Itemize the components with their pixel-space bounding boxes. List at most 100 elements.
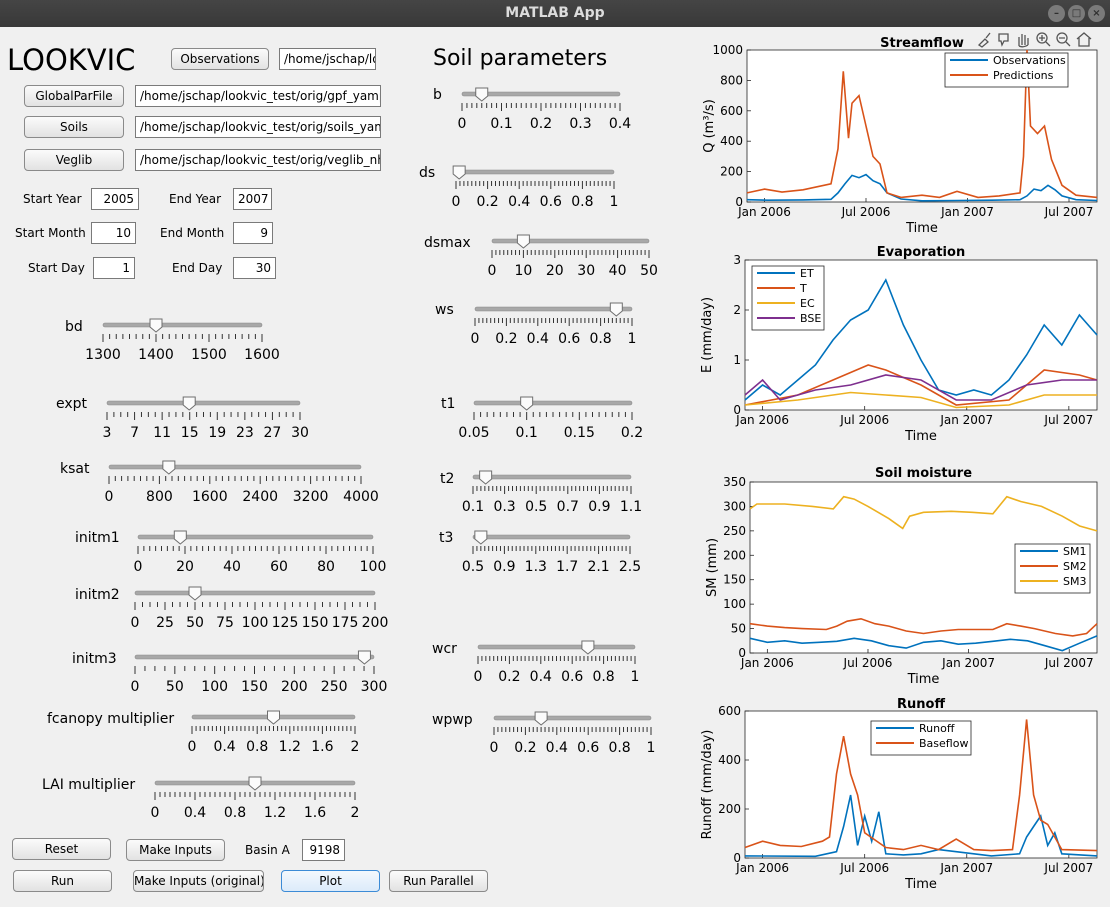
- t2-slider[interactable]: t2 0.1 0.3 0.5 0.7 0.9 1.1: [440, 470, 642, 515]
- start-day-field[interactable]: 1: [93, 257, 135, 279]
- run-parallel-button[interactable]: Run Parallel: [389, 870, 488, 892]
- t2-thumb[interactable]: [479, 470, 493, 485]
- series-line-sm2[interactable]: [749, 617, 1098, 637]
- veglib-button[interactable]: Veglib: [24, 149, 124, 171]
- chart-legend[interactable]: Runoff Baseflow: [870, 720, 972, 756]
- series-line-sm1[interactable]: [749, 635, 1098, 652]
- wpwp-track[interactable]: [493, 715, 652, 721]
- series-line-baseflow[interactable]: [744, 719, 1098, 852]
- chart-legend[interactable]: Observations Predictions: [944, 52, 1069, 88]
- ws-slider[interactable]: ws 0 0.2 0.4 0.6 0.8 1: [435, 302, 636, 347]
- start-month-field[interactable]: 10: [91, 222, 136, 244]
- b-thumb[interactable]: [475, 87, 489, 102]
- pan-icon[interactable]: [1018, 34, 1029, 48]
- b-slider[interactable]: b0 0.1 0.2 0.3 0.4: [433, 87, 631, 132]
- initm1-thumb[interactable]: [173, 530, 187, 545]
- veglib-path-field[interactable]: /home/jschap/lookvic_test/orig/veglib_nh…: [135, 149, 381, 171]
- run-button[interactable]: Run: [13, 870, 112, 892]
- bd-track[interactable]: [102, 322, 263, 328]
- lai-multiplier-tick-label: 1.2: [264, 805, 286, 821]
- series-line-et[interactable]: [744, 278, 1098, 401]
- b-track[interactable]: [461, 91, 621, 97]
- ds-track[interactable]: [455, 169, 615, 175]
- zoom-out-icon[interactable]: [1056, 32, 1071, 47]
- observations-button[interactable]: Observations: [171, 48, 269, 70]
- expt-thumb[interactable]: [182, 396, 196, 411]
- fcanopy-multiplier-slider[interactable]: fcanopy multiplier 0 0.4 0.8 1.2 1.6 2: [47, 710, 359, 755]
- soils-path-field[interactable]: /home/jschap/lookvic_test/orig/soils_yam…: [135, 116, 381, 138]
- initm3-thumb[interactable]: [357, 650, 371, 665]
- series-line-bse[interactable]: [744, 374, 1097, 401]
- t3-thumb[interactable]: [474, 530, 488, 545]
- series-line-runoff[interactable]: [744, 794, 1098, 858]
- basin-area-field[interactable]: 9198: [302, 839, 345, 861]
- series-line-t[interactable]: [744, 364, 1098, 406]
- t1-slider[interactable]: t10.05 0.1 0.15 0.2: [441, 396, 643, 441]
- series-line-sm3[interactable]: [749, 495, 1098, 532]
- ds-slider[interactable]: ds 0 0.2 0.4 0.6 0.8 1: [419, 165, 618, 210]
- wcr-slider[interactable]: wcr 0 0.2 0.4 0.6 0.8 1: [432, 640, 639, 685]
- fcanopy-multiplier-thumb[interactable]: [267, 710, 280, 725]
- runoff-chart[interactable]: Runoff 0 200 400 600 Jan 2006 Jul 2006 Jan 2007…: [700, 697, 1098, 892]
- initm3-slider[interactable]: initm3 0 50 100 150 200 250 300: [72, 650, 387, 695]
- soil-moisture-chart[interactable]: Soil moisture 0 50 100 150 200 250 300 350 Jan 20…: [705, 466, 1098, 687]
- series-line-predictions[interactable]: [746, 49, 1098, 199]
- zoom-in-icon[interactable]: [1036, 32, 1051, 47]
- maximize-icon[interactable]: □: [1068, 5, 1085, 22]
- make-inputs-original-button[interactable]: Make Inputs (original): [133, 870, 264, 892]
- dsmax-thumb[interactable]: [516, 234, 530, 249]
- ws-thumb[interactable]: [609, 302, 623, 317]
- lai-multiplier-slider[interactable]: LAI multiplier 0 0.4 0.8 1.2 1.6 2: [42, 776, 359, 821]
- wpwp-slider[interactable]: wpwp 0 0.2 0.4 0.6 0.8 1: [432, 711, 655, 756]
- dsmax-slider[interactable]: dsmax 0 10 20 30 40 50: [424, 234, 658, 279]
- initm1-track[interactable]: [137, 534, 374, 540]
- t3-track[interactable]: [472, 534, 631, 540]
- end-year-field[interactable]: 2007: [233, 188, 272, 210]
- chart-legend[interactable]: ET T EC BSE: [751, 265, 825, 331]
- initm1-slider[interactable]: initm1 0 20 40 60 80 100: [75, 530, 386, 575]
- lai-multiplier-thumb[interactable]: [248, 776, 262, 791]
- ds-thumb[interactable]: [452, 165, 466, 180]
- globalparfile-path-field[interactable]: /home/jschap/lookvic_test/orig/gpf_yampa…: [135, 85, 381, 107]
- series-line-observations[interactable]: [746, 173, 1098, 202]
- ksat-slider[interactable]: ksat 0 800 1600 2400 3200 4000: [60, 460, 379, 505]
- expt-track[interactable]: [106, 400, 301, 406]
- chart-legend[interactable]: SM1 SM2 SM3: [1014, 543, 1091, 594]
- streamflow-chart[interactable]: Streamflow 0 200 400 600 800 1000 Jan 2006 Jul 2…: [702, 36, 1098, 236]
- end-month-field[interactable]: 9: [233, 222, 273, 244]
- start-year-field[interactable]: 2005: [91, 188, 139, 210]
- datatip-icon[interactable]: [998, 33, 1009, 47]
- end-day-field[interactable]: 30: [233, 257, 276, 279]
- dsmax-track[interactable]: [491, 238, 650, 244]
- evaporation-chart[interactable]: Evaporation 0 1 2 3 Jan 2006 Jul 2006 Jan 2007 J…: [700, 245, 1098, 444]
- reset-button[interactable]: Reset: [12, 838, 111, 860]
- initm2-slider[interactable]: initm2 0 25 50 75 100 125 150 175 200: [75, 586, 388, 631]
- bd-thumb[interactable]: [149, 318, 163, 333]
- minimize-icon[interactable]: –: [1048, 5, 1065, 22]
- t3-slider[interactable]: t3 0.5 0.9 1.3 1.7 2.1 2.5: [439, 530, 641, 575]
- plot-button[interactable]: Plot: [281, 870, 380, 892]
- initm2-track[interactable]: [134, 590, 376, 596]
- ksat-thumb[interactable]: [162, 460, 176, 475]
- wcr-track[interactable]: [477, 644, 636, 650]
- ksat-track[interactable]: [108, 464, 362, 470]
- globalparfile-button[interactable]: GlobalParFile: [24, 85, 124, 107]
- ws-track[interactable]: [474, 306, 633, 312]
- home-icon[interactable]: [1076, 32, 1092, 47]
- end-day-label: End Day: [172, 261, 223, 275]
- wpwp-thumb[interactable]: [534, 711, 548, 726]
- observations-path-field[interactable]: /home/jschap/loo: [279, 48, 376, 70]
- t2-track[interactable]: [472, 474, 632, 480]
- initm2-thumb[interactable]: [188, 586, 202, 601]
- brush-icon[interactable]: [977, 32, 991, 48]
- close-icon[interactable]: ×: [1088, 5, 1105, 22]
- soils-button[interactable]: Soils: [24, 116, 124, 138]
- wcr-thumb[interactable]: [581, 640, 595, 655]
- expt-slider[interactable]: expt 3 7 11 15 19 23 27 30: [56, 396, 309, 441]
- t1-thumb[interactable]: [520, 396, 534, 411]
- initm3-track[interactable]: [134, 654, 375, 660]
- series-line-ec[interactable]: [744, 391, 1097, 409]
- make-inputs-button[interactable]: Make Inputs: [126, 839, 225, 861]
- t1-track[interactable]: [473, 400, 633, 406]
